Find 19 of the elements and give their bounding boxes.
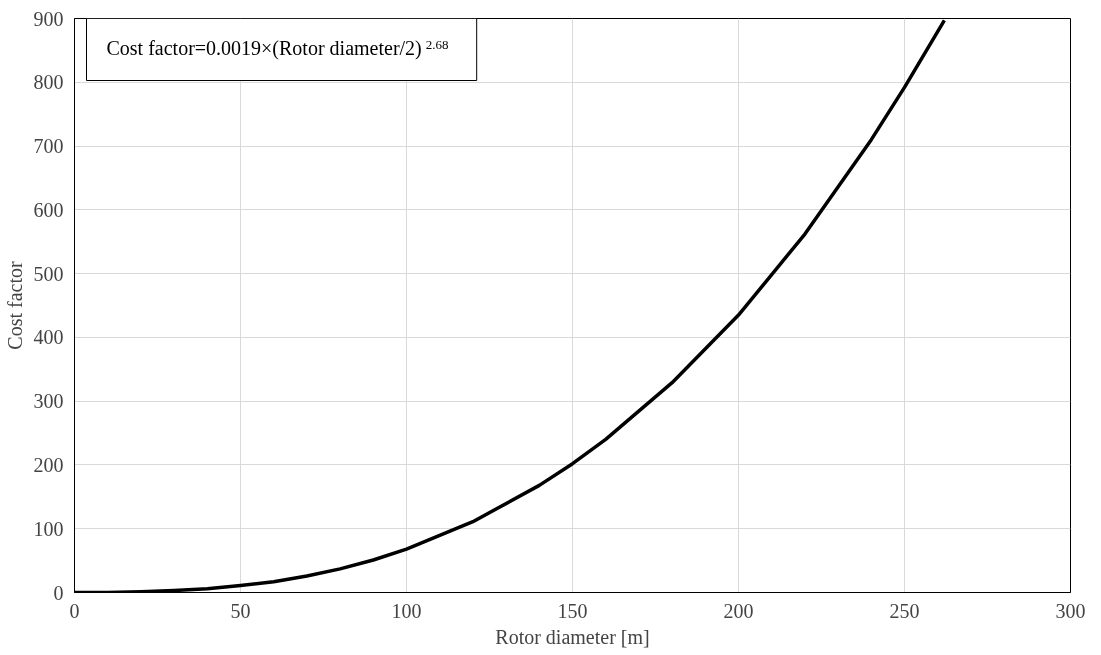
x-axis-title: Rotor diameter [m]: [495, 625, 650, 648]
y-tick-label: 0: [53, 581, 64, 604]
y-tick-label: 400: [33, 326, 64, 349]
y-tick-label: 700: [33, 135, 64, 158]
x-tick-label: 0: [69, 599, 80, 622]
y-tick-label: 300: [33, 390, 64, 413]
y-tick-label: 100: [33, 517, 64, 540]
x-tick-label: 300: [1055, 599, 1086, 622]
x-tick-label: 50: [230, 599, 251, 622]
y-tick-label: 500: [33, 262, 64, 285]
x-tick-label: 150: [557, 599, 588, 622]
x-tick-label: 250: [889, 599, 920, 622]
y-tick-label: 600: [33, 198, 64, 221]
x-tick-label: 100: [391, 599, 422, 622]
x-tick-label: 200: [723, 599, 754, 622]
y-tick-label: 800: [33, 71, 64, 94]
y-tick-label: 200: [33, 453, 64, 476]
y-axis-title: Cost factor: [3, 261, 26, 350]
y-tick-label: 900: [33, 7, 64, 30]
